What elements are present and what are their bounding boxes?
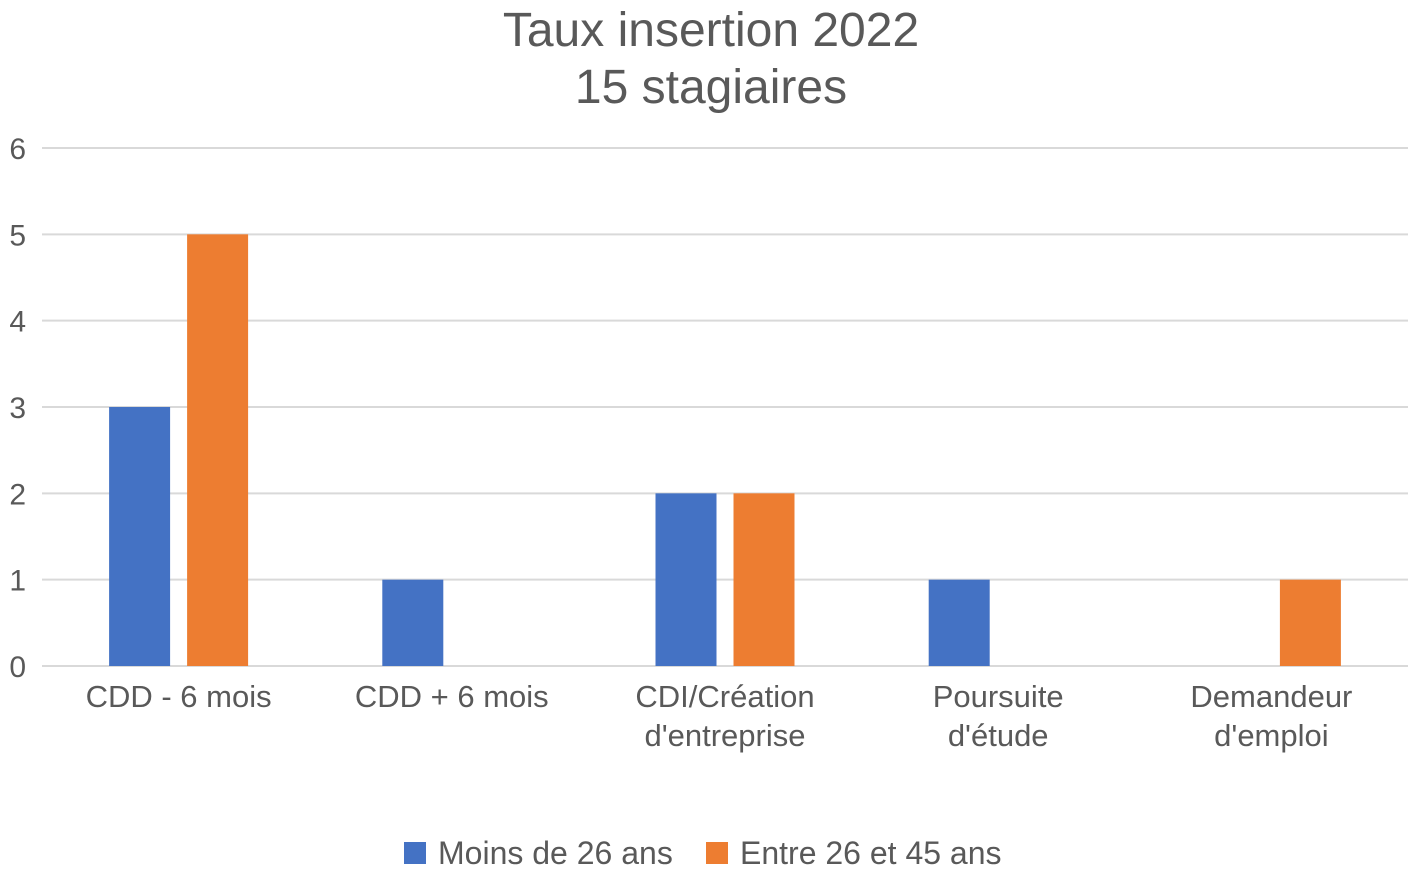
x-category-label-1-line-1: CDD - 6 mois xyxy=(86,679,272,714)
x-category-label-3-line-1: CDI/Création xyxy=(635,679,814,714)
y-axis-ticks: 0 1 2 3 4 5 6 xyxy=(9,133,26,684)
y-tick-label-2: 2 xyxy=(9,478,26,511)
x-category-label-4-line-2: d'étude xyxy=(948,718,1049,753)
legend: Moins de 26 ans Entre 26 et 45 ans xyxy=(404,835,1002,871)
legend-swatch-2 xyxy=(706,842,728,864)
chart-title-line-2: 15 stagiaires xyxy=(575,61,847,114)
x-category-label-5-line-2: d'emploi xyxy=(1214,718,1328,753)
legend-label-2: Entre 26 et 45 ans xyxy=(740,835,1002,871)
y-tick-label-0: 0 xyxy=(9,651,26,684)
chart-title-line-1: Taux insertion 2022 xyxy=(503,4,919,57)
y-tick-label-4: 4 xyxy=(9,306,26,339)
bar-series-2-category-1 xyxy=(187,234,249,667)
y-tick-label-1: 1 xyxy=(9,565,26,598)
bar-series-2-category-3 xyxy=(733,493,795,666)
bar-series-1-category-1 xyxy=(109,407,171,666)
bar-series-1-category-3 xyxy=(655,493,717,666)
x-category-label-4-line-1: Poursuite xyxy=(933,679,1064,714)
y-tick-label-3: 3 xyxy=(9,392,26,425)
bars xyxy=(109,234,1341,667)
x-category-label-3-line-2: d'entreprise xyxy=(644,718,805,753)
x-category-label-5-line-1: Demandeur xyxy=(1190,679,1352,714)
bar-series-1-category-2 xyxy=(382,579,444,666)
bar-series-2-category-5 xyxy=(1279,579,1341,666)
gridlines xyxy=(42,147,1408,667)
y-tick-label-6: 6 xyxy=(9,133,26,166)
x-category-label-2-line-1: CDD + 6 mois xyxy=(355,679,549,714)
legend-label-1: Moins de 26 ans xyxy=(438,835,673,871)
y-tick-label-5: 5 xyxy=(9,219,26,252)
bar-series-1-category-4 xyxy=(928,579,990,666)
x-axis-categories: CDD - 6 mois CDD + 6 mois CDI/Création d'en… xyxy=(86,679,1353,753)
legend-swatch-1 xyxy=(404,842,426,864)
